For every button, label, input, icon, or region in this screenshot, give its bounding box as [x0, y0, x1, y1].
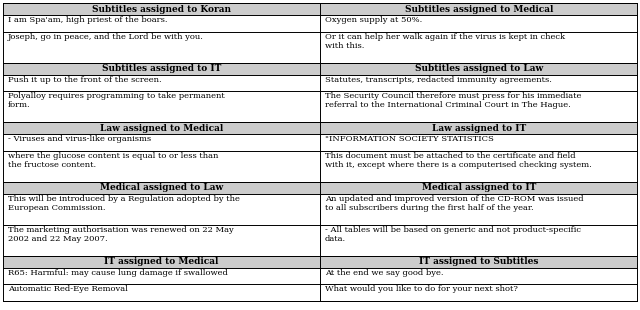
Text: This will be introduced by a Regulation adopted by the
European Commission.: This will be introduced by a Regulation …	[8, 195, 239, 212]
Text: "INFORMATION SOCIETY STATISTICS: "INFORMATION SOCIETY STATISTICS	[325, 135, 494, 143]
Text: An updated and improved version of the CD-ROM was issued
to all subscribers duri: An updated and improved version of the C…	[325, 195, 584, 212]
Bar	[3, 63, 320, 75]
Bar	[320, 182, 637, 194]
Text: Push it up to the front of the screen.: Push it up to the front of the screen.	[8, 76, 161, 84]
Text: Subtitles assigned to Medical: Subtitles assigned to Medical	[404, 5, 553, 14]
Text: Medical assigned to IT: Medical assigned to IT	[422, 183, 536, 192]
Text: Automatic Red-Eye Removal: Automatic Red-Eye Removal	[8, 285, 127, 293]
Text: - All tables will be based on generic and not product-specific
data.: - All tables will be based on generic an…	[325, 226, 581, 243]
Text: R65: Harmful: may cause lung damage if swallowed: R65: Harmful: may cause lung damage if s…	[8, 269, 228, 277]
Text: Medical assigned to Law: Medical assigned to Law	[100, 183, 223, 192]
Text: I am Spa'am, high priest of the boars.: I am Spa'am, high priest of the boars.	[8, 16, 167, 24]
Text: IT assigned to Medical: IT assigned to Medical	[104, 257, 218, 266]
Text: - Viruses and virus-like organisms: - Viruses and virus-like organisms	[8, 135, 151, 143]
Bar	[320, 63, 637, 75]
Text: Law assigned to IT: Law assigned to IT	[431, 124, 526, 133]
Bar	[320, 256, 637, 268]
Text: where the glucose content is equal to or less than
the fructose content.: where the glucose content is equal to or…	[8, 152, 218, 169]
Text: Or it can help her walk again if the virus is kept in check
with this.: Or it can help her walk again if the vir…	[325, 33, 565, 50]
Text: Statutes, transcripts, redacted immunity agreements.: Statutes, transcripts, redacted immunity…	[325, 76, 552, 84]
Text: At the end we say good bye.: At the end we say good bye.	[325, 269, 444, 277]
Text: Subtitles assigned to Law: Subtitles assigned to Law	[415, 64, 543, 73]
Text: This document must be attached to the certificate and field
with it, except wher: This document must be attached to the ce…	[325, 152, 592, 169]
Text: IT assigned to Subtitles: IT assigned to Subtitles	[419, 257, 538, 266]
Text: Subtitles assigned to IT: Subtitles assigned to IT	[102, 64, 221, 73]
Text: Polyalloy requires programming to take permanent
form.: Polyalloy requires programming to take p…	[8, 92, 225, 109]
Text: Subtitles assigned to Koran: Subtitles assigned to Koran	[92, 5, 231, 14]
Bar	[3, 182, 320, 194]
Bar	[3, 122, 320, 134]
Text: Law assigned to Medical: Law assigned to Medical	[100, 124, 223, 133]
Text: What would you like to do for your next shot?: What would you like to do for your next …	[325, 285, 518, 293]
Bar	[3, 3, 320, 15]
Text: The Security Council therefore must press for his immediate
referral to the Inte: The Security Council therefore must pres…	[325, 92, 582, 109]
Bar	[320, 122, 637, 134]
Text: Joseph, go in peace, and the Lord be with you.: Joseph, go in peace, and the Lord be wit…	[8, 33, 204, 41]
Text: The marketing authorisation was renewed on 22 May
2002 and 22 May 2007.: The marketing authorisation was renewed …	[8, 226, 234, 243]
Bar	[3, 256, 320, 268]
Bar	[320, 3, 637, 15]
Text: Oxygen supply at 50%.: Oxygen supply at 50%.	[325, 16, 422, 24]
